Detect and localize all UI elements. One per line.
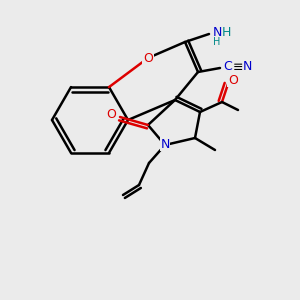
Text: H: H (213, 37, 220, 47)
Text: O: O (143, 52, 153, 64)
Text: N: N (243, 61, 252, 74)
Text: N: N (213, 26, 222, 38)
Text: O: O (106, 109, 116, 122)
Text: O: O (228, 74, 238, 86)
Text: N: N (160, 137, 170, 151)
Text: ≡: ≡ (233, 61, 244, 74)
Text: H: H (222, 26, 231, 38)
Text: C: C (223, 61, 232, 74)
